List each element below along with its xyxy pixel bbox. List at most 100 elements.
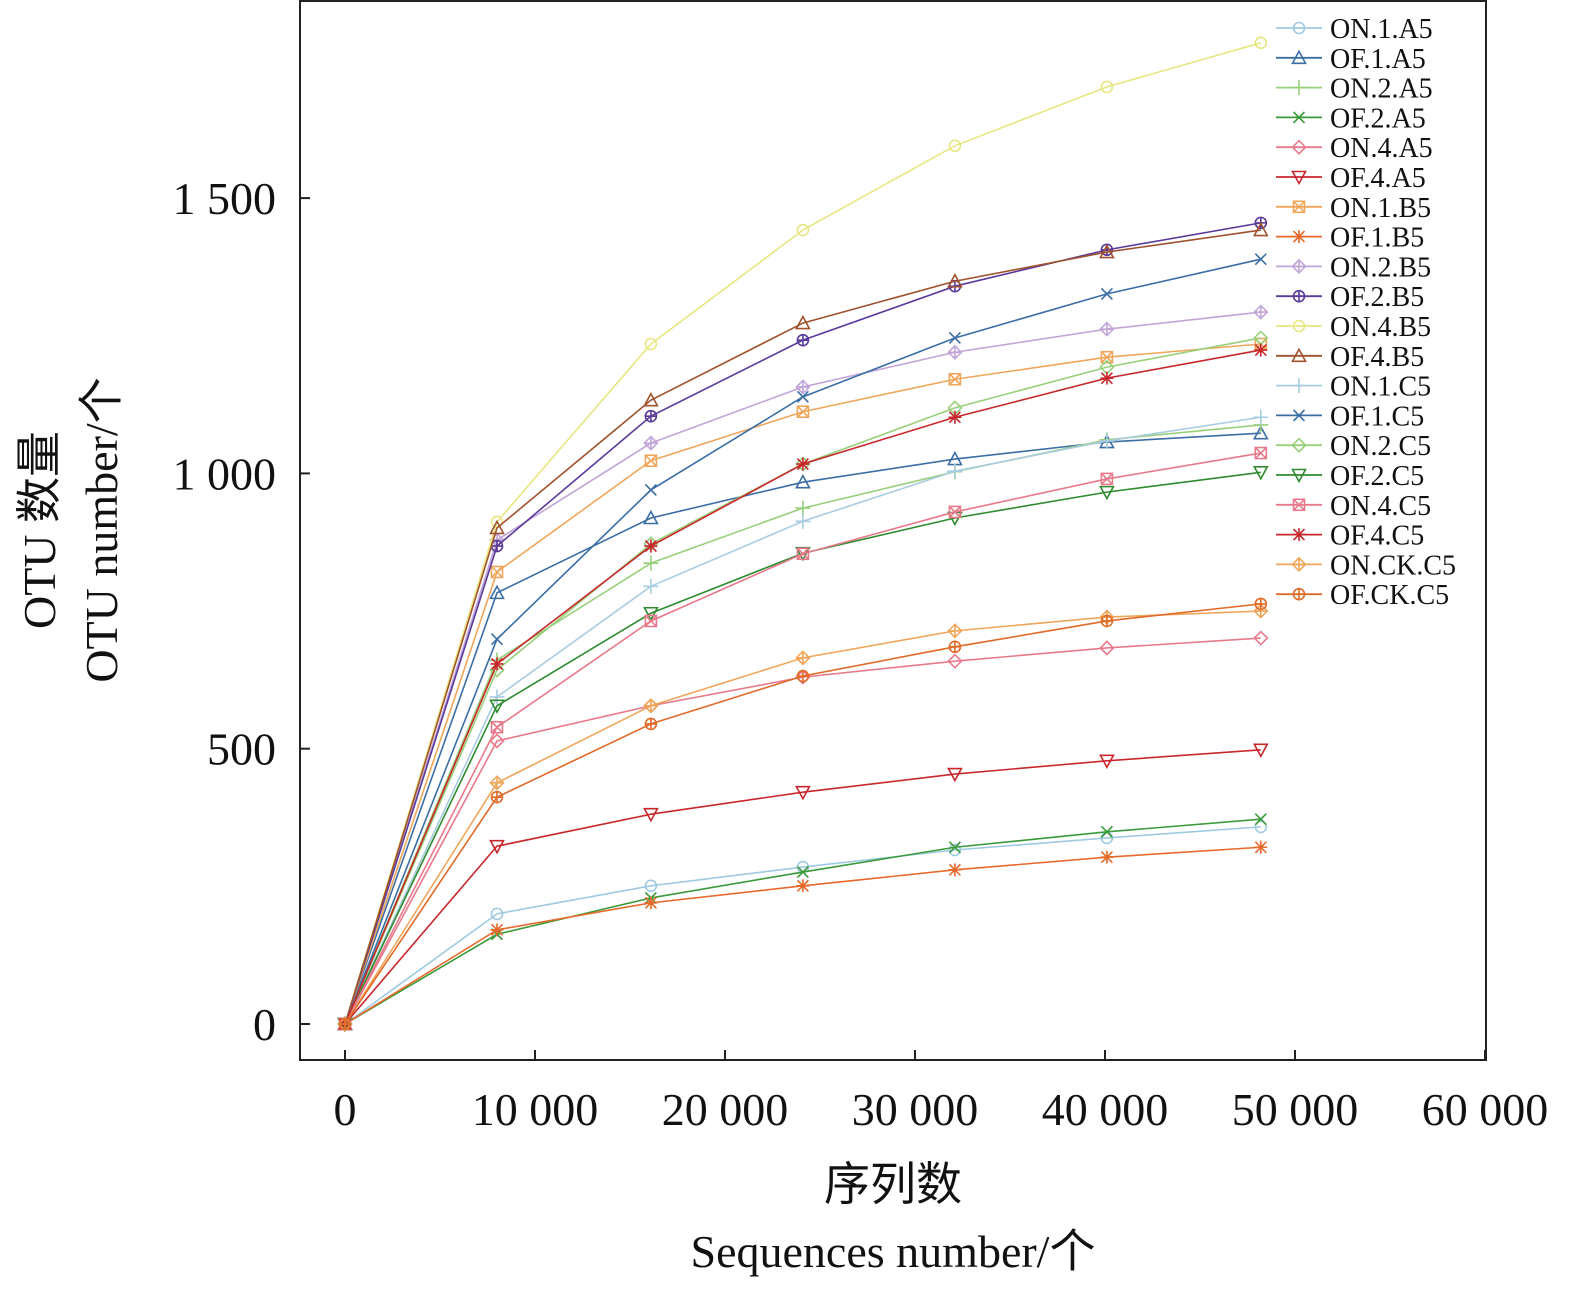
data-point	[489, 733, 505, 749]
series-line	[344, 229, 1261, 1025]
legend-label: OF.CK.C5	[1330, 580, 1449, 611]
series-line	[344, 42, 1262, 1025]
legend: ON.1.A5OF.1.A5ON.2.A5OF.2.A5ON.4.A5OF.4.…	[1276, 14, 1456, 611]
data-point	[796, 405, 810, 419]
data-point	[795, 474, 811, 489]
legend-marker	[1292, 111, 1306, 124]
data-point	[1254, 343, 1268, 357]
data-point	[1252, 743, 1269, 758]
x-tick-label: 40 000	[1042, 1084, 1169, 1135]
data-point	[644, 337, 658, 351]
legend-item: OF.2.B5	[1276, 282, 1424, 313]
legend-item: OF.1.A5	[1276, 44, 1426, 75]
series-of-2-b5	[338, 216, 1268, 1031]
legend-item: OF.4.A5	[1276, 163, 1426, 194]
series-on-2-a5	[337, 417, 1269, 1032]
legend-marker	[1291, 347, 1307, 363]
data-point	[948, 863, 962, 877]
data-point	[948, 331, 961, 345]
legend-item: ON.2.B5	[1276, 252, 1431, 283]
legend-item: ON.4.B5	[1276, 312, 1431, 343]
data-point	[796, 865, 809, 879]
legend-marker	[1291, 170, 1307, 186]
data-point	[643, 606, 659, 622]
legend-item: ON.CK.C5	[1276, 550, 1456, 581]
legend-item: OF.4.B5	[1276, 342, 1424, 373]
legend-label: OF.2.A5	[1330, 103, 1426, 134]
legend-label: ON.2.A5	[1330, 74, 1433, 105]
data-point	[490, 633, 504, 646]
data-point	[1100, 350, 1114, 364]
legend-marker	[1292, 409, 1306, 422]
data-point	[644, 717, 658, 731]
legend-marker	[1291, 49, 1307, 65]
data-point	[1099, 433, 1115, 449]
legend-label: ON.1.A5	[1330, 14, 1433, 45]
data-point	[644, 454, 658, 468]
data-point	[796, 669, 810, 683]
data-point	[796, 223, 810, 237]
y-tick-label: 500	[207, 724, 276, 775]
series-line	[344, 818, 1261, 1025]
data-point	[643, 391, 659, 407]
axes: 0 10 000 20 000 30 000 40 000 50 000 60 000 0 50…	[173, 0, 1549, 1135]
series-line	[344, 749, 1261, 1025]
x-axis-label-cn: 序列数	[824, 1159, 962, 1210]
legend-label: OF.4.A5	[1330, 163, 1426, 194]
series-line	[344, 258, 1261, 1025]
data-point	[948, 843, 962, 857]
data-point	[1252, 425, 1269, 440]
series-line	[344, 603, 1261, 1025]
x-tick-label: 60 000	[1422, 1084, 1549, 1135]
data-point	[947, 623, 963, 639]
series-line	[344, 349, 1261, 1025]
data-point	[795, 513, 811, 529]
legend-label: OF.4.B5	[1330, 342, 1424, 373]
data-point	[795, 379, 811, 395]
data-point	[643, 807, 659, 823]
data-point	[489, 519, 505, 535]
legend-marker	[1291, 468, 1307, 484]
legend-label: ON.1.C5	[1330, 372, 1431, 403]
legend-item: OF.1.B5	[1276, 223, 1424, 254]
data-point	[795, 314, 811, 330]
data-point	[644, 409, 658, 423]
series-group	[337, 36, 1269, 1033]
legend-label: OF.1.B5	[1330, 223, 1424, 254]
legend-marker	[1292, 230, 1306, 244]
series-on-2-b5	[337, 304, 1269, 1032]
data-point	[1100, 80, 1114, 94]
series-line	[344, 311, 1261, 1025]
legend-item: ON.1.B5	[1276, 193, 1431, 224]
data-point	[1254, 36, 1268, 50]
data-point	[644, 483, 657, 496]
series-on-ck-c5	[337, 603, 1269, 1032]
legend-label: OF.1.C5	[1330, 401, 1424, 432]
data-point	[338, 1017, 352, 1031]
data-point	[644, 539, 658, 553]
y-axis-label-cn: OTU 数量	[14, 431, 65, 629]
legend-item: ON.1.C5	[1276, 372, 1431, 403]
data-point	[1254, 597, 1268, 611]
data-point	[1099, 754, 1115, 769]
data-point	[489, 839, 505, 855]
legend-marker	[1292, 587, 1306, 601]
data-point	[948, 841, 961, 854]
data-point	[490, 923, 504, 937]
series-of-ck-c5	[338, 597, 1268, 1031]
legend-item: ON.2.A5	[1276, 74, 1433, 105]
data-point	[489, 584, 505, 600]
data-point	[795, 500, 811, 516]
data-point	[948, 139, 962, 153]
data-point	[796, 879, 810, 893]
x-axis-label-en: Sequences number/个	[691, 1226, 1096, 1277]
data-point	[644, 896, 658, 910]
data-point	[796, 390, 809, 403]
data-point	[644, 614, 658, 628]
legend-label: ON.2.B5	[1330, 252, 1431, 283]
x-tick-label: 0	[334, 1084, 357, 1135]
x-tick-label: 50 000	[1232, 1084, 1359, 1135]
series-of-2-a5	[338, 813, 1267, 1031]
legend-marker	[1291, 139, 1307, 155]
legend-label: OF.2.C5	[1330, 461, 1424, 492]
